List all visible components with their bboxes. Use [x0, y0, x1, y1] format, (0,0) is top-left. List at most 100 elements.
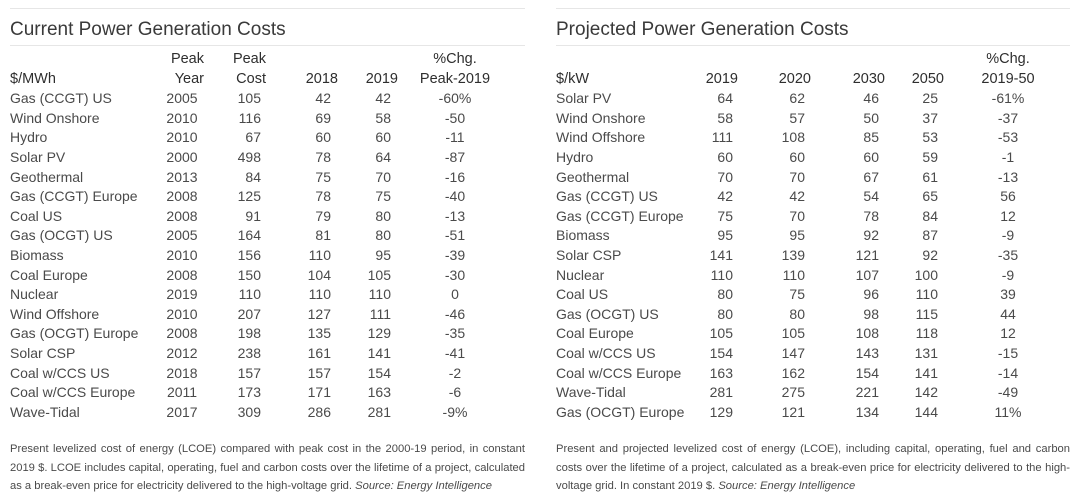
value-cell: 60	[717, 148, 733, 165]
right-caption: Present and projected levelized cost of …	[556, 440, 1070, 496]
value-cell: -16	[444, 168, 466, 185]
value-cell: 84	[245, 168, 261, 185]
value-cell: -37	[997, 109, 1019, 126]
value-cell: 162	[781, 364, 805, 381]
value-cell: 141	[914, 364, 938, 381]
table-row: Solar CSP 2012 238 161 141 -41	[10, 344, 510, 364]
value-cell: 96	[863, 286, 879, 303]
technology-cell: Gas (OCGT) US	[10, 227, 113, 244]
value-cell: 80	[375, 227, 391, 244]
value-cell: -13	[444, 207, 466, 224]
table-row: Coal w/CCS US 2018 157 157 154 -2	[10, 364, 510, 384]
technology-cell: Wind Onshore	[556, 109, 646, 126]
value-cell: 164	[237, 227, 261, 244]
technology-cell: Nuclear	[10, 286, 59, 303]
value-cell: 61	[922, 168, 938, 185]
value-cell: 108	[855, 325, 879, 342]
table-row: Wind Offshore 111 108 85 53 -53	[556, 128, 1070, 148]
table-row: Geothermal 70 70 67 61 -13	[556, 168, 1070, 188]
column-header	[887, 50, 946, 70]
value-cell: -39	[444, 246, 466, 263]
technology-cell: Gas (CCGT) US	[556, 188, 658, 205]
left-caption-source: Source: Energy Intelligence	[355, 480, 492, 492]
value-cell: 58	[375, 109, 391, 126]
projected-costs-table: %Chg. $/kW 2019 2020 2030 2050 2019-50 Solar PV…	[556, 50, 1070, 422]
table-row: Wave-Tidal 2017 309 286 281 -9%	[10, 403, 510, 423]
value-cell: -51	[444, 227, 466, 244]
value-cell: 80	[717, 286, 733, 303]
value-cell: 44	[1000, 305, 1016, 322]
technology-cell: Wave-Tidal	[10, 403, 80, 420]
value-cell: 70	[789, 207, 805, 224]
value-cell: 2010	[166, 129, 198, 146]
column-header: 2019-50	[981, 70, 1035, 87]
table-row: Hydro 2010 67 60 60 -11	[10, 128, 510, 148]
value-cell: 147	[781, 344, 805, 361]
table-row: Coal US 2008 91 79 80 -13	[10, 207, 510, 227]
value-cell: 62	[789, 90, 805, 107]
column-header: Year	[174, 70, 204, 87]
column-header	[700, 50, 740, 70]
table-row: Gas (OCGT) Europe 2008 198 135 129 -35	[10, 324, 510, 344]
technology-cell: Gas (OCGT) Europe	[10, 325, 139, 342]
column-header: %Chg.	[986, 51, 1030, 67]
value-cell: 78	[315, 188, 331, 205]
technology-cell: Coal US	[556, 286, 609, 303]
technology-cell: Coal w/CCS US	[10, 364, 110, 381]
value-cell: 286	[307, 403, 331, 420]
value-cell: 78	[315, 148, 331, 165]
value-cell: -11	[445, 129, 465, 146]
top-rule-right	[556, 8, 1070, 9]
value-cell: 60	[375, 129, 391, 146]
technology-cell: Wave-Tidal	[556, 384, 626, 401]
value-cell: 281	[709, 384, 733, 401]
title-rule-left	[10, 45, 525, 46]
value-cell: 142	[914, 384, 938, 401]
column-header	[268, 50, 340, 70]
value-cell: 2008	[166, 325, 198, 342]
current-costs-table: Peak Peak %Chg. $/MWh Year Cost 2018 2019 Peak-2…	[10, 50, 510, 422]
column-header	[340, 50, 400, 70]
value-cell: 139	[781, 246, 805, 263]
value-cell: 110	[915, 286, 938, 303]
value-cell: 85	[863, 129, 879, 146]
value-cell: 56	[1000, 188, 1016, 205]
technology-cell: Biomass	[10, 246, 64, 263]
technology-cell: Coal Europe	[556, 325, 634, 342]
value-cell: 238	[237, 344, 261, 361]
column-header: Peak	[170, 51, 204, 67]
value-cell: 156	[237, 246, 261, 263]
table-row: Coal US 80 75 96 110 39	[556, 285, 1070, 305]
technology-cell: Coal w/CCS US	[556, 344, 656, 361]
technology-cell: Coal Europe	[10, 266, 88, 283]
value-cell: 309	[237, 403, 261, 420]
value-cell: 59	[922, 148, 938, 165]
unit-header: $/MWh	[10, 70, 56, 87]
value-cell: 2000	[166, 148, 198, 165]
column-header: 2020	[778, 70, 811, 87]
value-cell: 2010	[166, 305, 198, 322]
value-cell: -9	[1001, 266, 1015, 283]
value-cell: 154	[367, 364, 391, 381]
technology-cell: Wind Offshore	[10, 305, 100, 322]
value-cell: 118	[915, 325, 938, 342]
value-cell: 2013	[166, 168, 198, 185]
value-cell: 105	[237, 90, 261, 107]
value-cell: 80	[789, 305, 805, 322]
value-cell: 275	[781, 384, 805, 401]
value-cell: 0	[451, 286, 459, 303]
value-cell: 143	[855, 344, 879, 361]
value-cell: 163	[709, 364, 733, 381]
value-cell: -87	[444, 148, 466, 165]
value-cell: 91	[245, 207, 261, 224]
value-cell: 110	[368, 286, 391, 303]
value-cell: 53	[922, 129, 938, 146]
value-cell: 2010	[166, 246, 198, 263]
value-cell: 81	[315, 227, 331, 244]
value-cell: 84	[922, 207, 938, 224]
value-cell: 75	[315, 168, 331, 185]
technology-cell: Wind Onshore	[10, 109, 100, 126]
value-cell: 67	[863, 168, 879, 185]
column-header	[813, 50, 887, 70]
value-cell: 121	[781, 403, 805, 420]
